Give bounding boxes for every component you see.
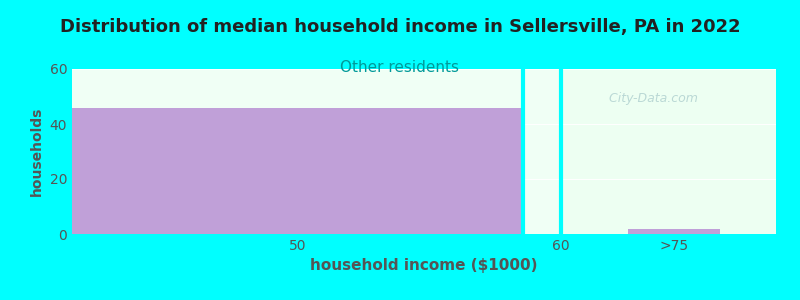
Text: Distribution of median household income in Sellersville, PA in 2022: Distribution of median household income … <box>60 18 740 36</box>
Bar <box>562 69 776 234</box>
Bar <box>72 107 522 234</box>
X-axis label: household income ($1000): household income ($1000) <box>310 258 538 273</box>
Y-axis label: households: households <box>30 107 44 196</box>
Bar <box>628 229 720 234</box>
Text: Other residents: Other residents <box>341 60 459 75</box>
Text: City-Data.com: City-Data.com <box>601 92 698 105</box>
